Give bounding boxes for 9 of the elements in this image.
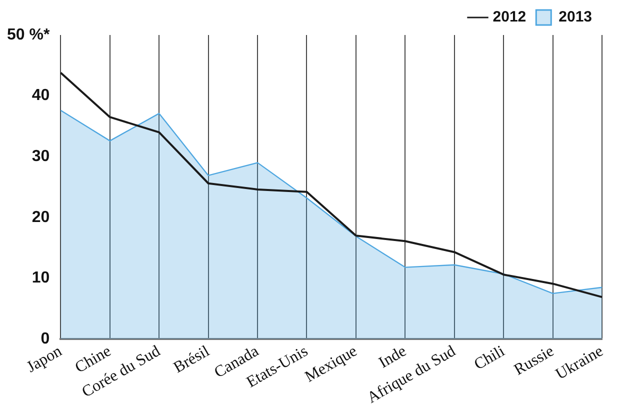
legend-label: 2013: [558, 8, 592, 26]
x-tick-label: Chili: [471, 342, 508, 374]
y-tick-label: 50 %*: [6, 26, 50, 44]
y-tick-label: 20: [32, 208, 50, 226]
x-tick-label: Inde: [376, 342, 410, 372]
y-tick-label: 10: [32, 270, 50, 287]
legend-label: 2012: [492, 8, 526, 26]
y-tick-label: 30: [32, 148, 50, 166]
y-tick-label: 40: [32, 87, 50, 104]
